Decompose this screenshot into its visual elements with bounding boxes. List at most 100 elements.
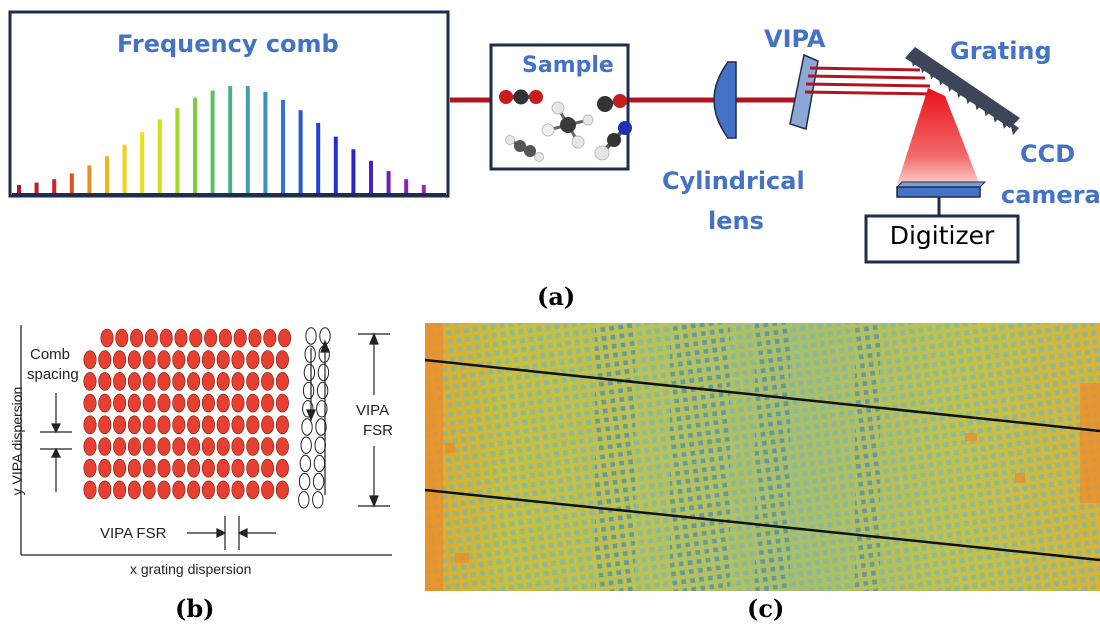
spot	[157, 437, 171, 456]
spot	[127, 480, 141, 500]
spot	[231, 480, 245, 500]
comb-line	[157, 119, 162, 193]
vipa-fsr-horizontal-indicator	[187, 516, 276, 550]
comb-line	[210, 90, 215, 193]
spot	[231, 437, 245, 456]
spot	[172, 372, 186, 391]
open-spot	[316, 381, 329, 400]
spot	[98, 480, 112, 500]
spot	[263, 328, 277, 348]
open-spot	[312, 472, 325, 491]
ccd-label-line1: CCD	[1020, 140, 1076, 168]
spot	[187, 393, 201, 413]
spot	[115, 328, 129, 348]
comb-line	[263, 91, 268, 193]
frequency-comb-title: Frequency comb	[117, 30, 339, 58]
spot	[246, 372, 260, 391]
spot	[204, 328, 218, 348]
spot	[127, 393, 141, 413]
spot	[231, 350, 245, 370]
trace-line-lower	[425, 488, 1100, 562]
spot	[231, 393, 245, 413]
spot	[275, 437, 289, 456]
comb-line	[245, 86, 250, 193]
spot	[142, 480, 156, 500]
vipa-fsr-right-line1: VIPA	[356, 402, 390, 419]
spot	[216, 350, 230, 370]
open-spot	[316, 400, 328, 418]
caption-c: (c)	[747, 594, 785, 623]
ccd-image	[425, 323, 1100, 591]
spot	[187, 437, 201, 456]
spot	[261, 458, 275, 478]
spot	[159, 328, 173, 348]
open-spot	[315, 418, 327, 436]
spot	[231, 415, 245, 435]
spot	[98, 372, 112, 391]
sample-label: Sample	[522, 53, 614, 78]
open-spot	[313, 454, 326, 473]
spot	[157, 480, 171, 500]
comb-line	[175, 107, 180, 193]
spot	[83, 437, 97, 456]
spot	[261, 350, 275, 370]
open-spot	[317, 363, 330, 382]
spot	[201, 458, 215, 478]
spot	[187, 480, 201, 500]
spot	[113, 393, 127, 413]
vipa-fsr-bottom-label: VIPA FSR	[100, 525, 167, 542]
comb-line	[69, 173, 74, 193]
spot	[83, 480, 97, 500]
spot	[113, 372, 127, 391]
diffracted-light-fan	[897, 88, 980, 185]
spot	[172, 480, 186, 500]
open-spot-columns	[298, 327, 331, 509]
spot	[275, 350, 289, 370]
spot	[113, 458, 127, 478]
spot	[83, 415, 97, 435]
spot	[275, 458, 289, 478]
spot	[261, 480, 275, 500]
spot	[201, 480, 215, 500]
spot	[130, 328, 144, 348]
comb-lines	[17, 86, 426, 193]
spot	[98, 458, 112, 478]
spot	[113, 480, 127, 500]
open-spot	[300, 436, 312, 454]
comb-line	[140, 132, 145, 193]
spot	[83, 372, 97, 391]
comb-line	[351, 149, 356, 193]
spot	[157, 415, 171, 435]
vipa-output-beams	[804, 66, 935, 96]
red-spot-grid	[83, 328, 292, 500]
comb-line	[52, 179, 57, 193]
spot	[216, 372, 230, 391]
spot	[261, 393, 275, 413]
comb-line	[316, 122, 321, 193]
spot	[142, 393, 156, 413]
spot	[144, 328, 158, 348]
comb-spacing-label-line2: spacing	[27, 366, 79, 383]
digitizer-box	[864, 214, 1020, 264]
vipa-fsr-vertical-indicator	[358, 332, 390, 508]
spot	[172, 458, 186, 478]
spot	[127, 458, 141, 478]
open-spot	[314, 436, 326, 454]
spot	[157, 393, 171, 413]
spot	[127, 437, 141, 456]
spot	[113, 350, 127, 370]
spot	[261, 437, 275, 456]
spot	[261, 372, 275, 391]
trace-line-upper	[425, 358, 1100, 433]
spot	[157, 458, 171, 478]
comb-spacing-indicator	[40, 393, 72, 492]
spot	[201, 437, 215, 456]
molecules-illustration	[499, 89, 632, 162]
spot	[231, 372, 245, 391]
open-spot	[312, 491, 324, 509]
spot	[172, 393, 186, 413]
spot	[187, 415, 201, 435]
spot	[98, 393, 112, 413]
